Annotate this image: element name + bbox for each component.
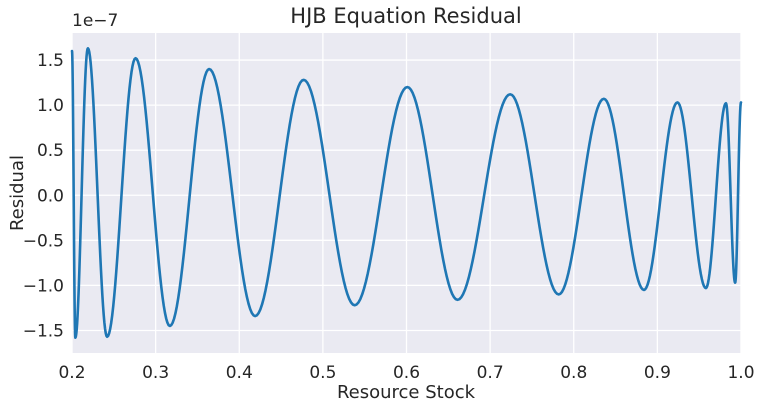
x-tick-label: 0.8 [560,363,587,383]
y-tick-label: 1.0 [37,96,64,116]
y-tick-label: 0.0 [37,186,64,206]
x-tick-label: 0.7 [477,363,504,383]
x-tick-label: 0.3 [142,363,169,383]
x-tick-label: 0.6 [393,363,420,383]
x-tick-label: 1.0 [727,363,754,383]
y-tick-label: 1.5 [37,51,64,71]
x-tick-label: 0.5 [309,363,336,383]
x-axis-ticks: 0.2 0.3 0.4 0.5 0.6 0.7 0.8 0.9 1.0 [58,363,754,383]
series-line-residual [70,47,743,339]
y-offset-label: 1e−7 [72,11,118,31]
x-tick-label: 0.9 [644,363,671,383]
y-tick-label: −1.0 [23,276,64,296]
x-axis-label: Resource Stock [337,382,476,403]
chart-title: HJB Equation Residual [290,4,521,28]
y-axis-label: Residual [7,155,28,231]
x-tick-label: 0.2 [58,363,85,383]
y-tick-label: −1.5 [23,321,64,341]
grid-lines [71,33,742,353]
x-tick-label: 0.4 [226,363,253,383]
y-tick-label: −0.5 [23,231,64,251]
y-tick-label: 0.5 [37,141,64,161]
y-axis-ticks: 1.5 1.0 0.5 0.0 −0.5 −1.0 −1.5 [23,51,64,341]
